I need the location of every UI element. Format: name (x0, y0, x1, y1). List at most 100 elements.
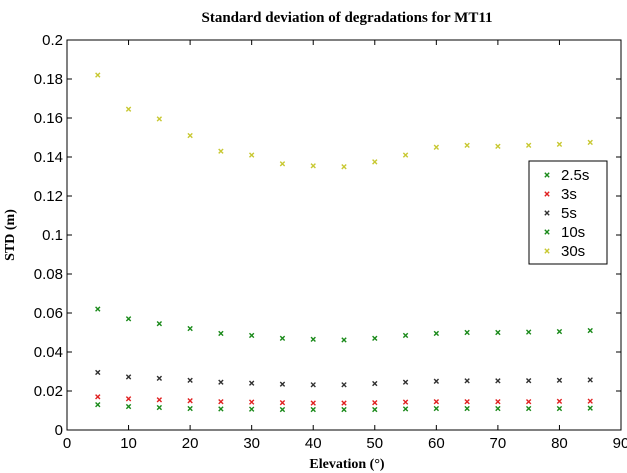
data-point (310, 400, 316, 406)
series-5s (95, 369, 593, 388)
data-point (95, 394, 101, 400)
data-point (587, 398, 593, 404)
data-point (495, 399, 501, 405)
data-point (187, 398, 193, 404)
data-point (587, 139, 593, 146)
legend-label: 30s (561, 243, 585, 260)
data-point (433, 378, 440, 384)
data-point (464, 378, 470, 384)
data-point (495, 143, 501, 149)
data-point (525, 329, 532, 335)
x-tick-label: 60 (428, 435, 445, 452)
x-tick-label: 70 (490, 435, 507, 452)
data-point (248, 332, 255, 339)
data-point (433, 399, 440, 405)
data-point (556, 398, 563, 405)
data-point (156, 404, 163, 411)
legend-label: 5s (561, 205, 577, 222)
data-point (187, 132, 193, 139)
data-point (156, 116, 163, 122)
legend-box (528, 160, 608, 265)
y-tick-label: 0.16 (34, 110, 63, 127)
y-tick-label: 0.14 (34, 149, 63, 166)
data-point (248, 380, 255, 386)
data-point (587, 405, 593, 411)
data-point (187, 405, 193, 412)
data-point (433, 330, 440, 337)
data-point (248, 152, 255, 158)
data-point (402, 332, 409, 339)
data-point (372, 400, 378, 406)
data-point (125, 374, 132, 380)
data-point (125, 316, 132, 322)
data-point (125, 403, 132, 410)
data-point (495, 329, 501, 336)
data-point (341, 164, 347, 170)
data-point (95, 401, 101, 408)
y-axis-label: STD (m) (3, 209, 18, 261)
data-point (372, 380, 378, 387)
y-tick-label: 0.04 (34, 344, 63, 361)
data-point (556, 377, 563, 383)
y-tick-label: 0.02 (34, 383, 63, 400)
data-point (279, 381, 286, 387)
data-point (464, 142, 470, 148)
data-point (402, 399, 409, 405)
data-point (525, 377, 532, 384)
data-point (495, 378, 501, 384)
data-point (341, 406, 347, 413)
data-point (156, 397, 163, 403)
data-point (525, 405, 532, 412)
data-point (341, 382, 347, 388)
data-point (464, 329, 470, 336)
data-point (125, 396, 132, 402)
x-tick-label: 20 (182, 435, 199, 452)
data-point (310, 163, 316, 169)
data-point (587, 377, 593, 383)
chart-title: Standard deviation of degradations for M… (202, 10, 493, 26)
data-point (279, 161, 286, 167)
y-tick-label: 0.08 (34, 266, 63, 283)
data-point (279, 400, 286, 406)
data-point (248, 406, 255, 412)
data-point (464, 405, 470, 412)
data-point (95, 369, 101, 376)
y-tick-label: 0.12 (34, 188, 63, 205)
series-30s (95, 72, 593, 170)
series-3s (95, 394, 593, 406)
series-10s (95, 306, 593, 343)
legend-label: 2.5s (561, 167, 589, 184)
y-tick-label: 0.18 (34, 71, 63, 88)
data-point (433, 144, 440, 150)
legend-label: 3s (561, 186, 577, 203)
data-point (402, 379, 409, 385)
data-point (95, 306, 101, 312)
data-point (372, 335, 378, 342)
x-tick-label: 0 (63, 435, 71, 452)
data-point (587, 327, 593, 334)
data-point (372, 159, 378, 165)
data-point (279, 406, 286, 413)
legend-marker (544, 210, 550, 216)
x-tick-label: 10 (120, 435, 137, 452)
data-point (341, 400, 347, 406)
data-point (556, 405, 563, 412)
data-point (433, 405, 440, 412)
data-point (495, 405, 501, 412)
legend: 2.5s 3s 5s 10s 30s (528, 160, 608, 265)
data-point (402, 406, 409, 412)
data-point (341, 337, 347, 343)
axis-ticks: 0 10 20 30 40 50 60 70 80 90 0 0.02 0.04 0.06 0.08 0.1 0… (34, 32, 627, 452)
data-point (310, 336, 316, 343)
data-point (279, 335, 286, 342)
y-tick-label: 0.2 (42, 32, 63, 49)
y-tick-label: 0.1 (42, 227, 63, 244)
x-tick-label: 80 (551, 435, 568, 452)
data-point (310, 406, 316, 413)
data-point (187, 325, 193, 332)
data-point (525, 399, 532, 405)
x-axis-label: Elevation (°) (309, 457, 385, 472)
data-point (464, 399, 470, 405)
data-point (95, 72, 101, 78)
